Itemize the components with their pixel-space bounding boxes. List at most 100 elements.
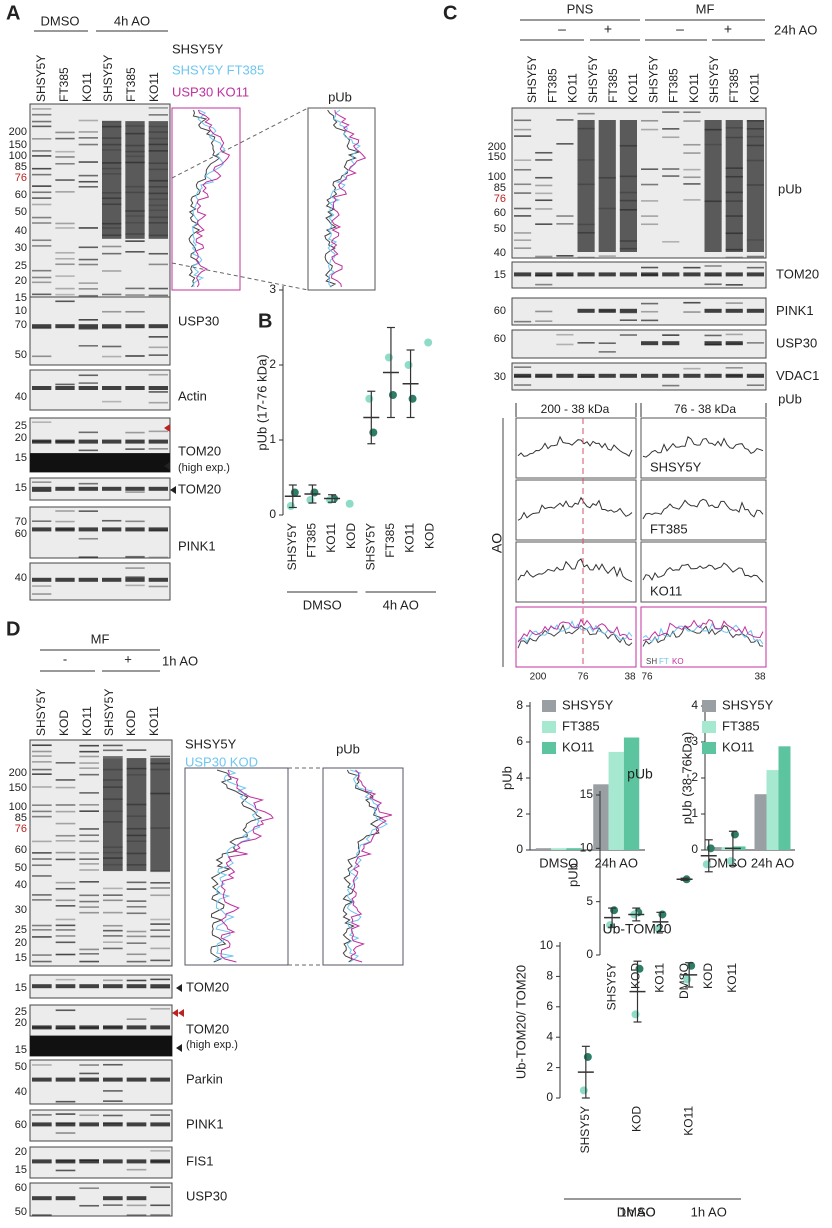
band [32,585,52,587]
band [55,131,75,134]
mw-marker: 50 [15,862,27,874]
data-point [369,428,378,437]
band [641,266,659,269]
band [78,486,98,491]
band [102,149,122,151]
band [32,804,52,806]
mw-marker: 25 [15,260,27,272]
band [662,175,680,177]
blot [511,261,767,289]
blot [29,1109,173,1142]
band [126,888,147,890]
band [683,367,701,370]
blot-label: VDAC1 [776,368,819,383]
blot-note: (high exp.) [186,1039,238,1051]
band [746,373,764,378]
label: PNS [567,1,594,16]
band [619,144,637,147]
band [662,373,680,378]
band [535,208,553,210]
lane-label: SHSY5Y [586,56,600,103]
band [55,156,75,158]
band [55,275,75,277]
band [103,1063,123,1066]
band [148,221,168,224]
band [55,263,75,266]
band [148,324,168,329]
band [103,984,123,989]
chart-title: Ub-TOM20 [603,921,672,937]
band [125,287,145,290]
label: MF [91,631,110,646]
band [79,1025,99,1030]
band [55,383,75,386]
band [535,151,553,154]
panel-label: A [6,2,20,24]
band [725,175,743,178]
band [148,125,168,128]
band [577,183,595,186]
blot-label: TOM20 [776,266,819,281]
band [79,1187,99,1190]
band [102,310,122,313]
band [55,899,76,902]
band [55,257,75,260]
band [725,308,743,313]
band [78,556,98,559]
band [662,111,680,113]
x-tick-label: SHSY5Y [363,523,377,570]
band [150,978,170,981]
band [55,222,75,225]
mw-marker: 30 [15,904,27,916]
band [148,209,168,212]
band [619,319,637,321]
data-point [583,1052,592,1061]
blot [511,297,767,326]
band [32,773,52,775]
mw-marker: 20 [15,1017,27,1029]
band [148,150,168,152]
x-tick-label: KOD [344,523,358,549]
band [150,923,170,925]
band [150,984,170,989]
mw-marker: 20 [15,432,27,444]
band [103,851,123,854]
band [79,894,99,897]
band [102,400,122,403]
band [55,486,75,491]
smear [725,120,743,252]
band [148,373,168,376]
band [78,386,98,390]
band [103,846,123,849]
label: KO11 [650,583,682,598]
band [79,869,99,871]
band [55,150,75,153]
profile-box [515,417,637,479]
band [55,924,76,927]
lane-label: FT385 [667,68,681,103]
mw-marker: 15 [15,1164,27,1176]
band [78,137,98,139]
band [55,324,75,329]
band [683,143,701,146]
band [55,137,75,140]
band [102,386,122,390]
band [683,272,701,277]
band [125,215,145,217]
band [102,527,122,532]
band [103,1114,123,1117]
band [32,137,52,140]
band [514,159,532,161]
group-label: DMSO [303,597,342,612]
band [535,320,553,322]
band [535,192,553,195]
band [55,191,75,193]
data-point [384,353,393,362]
data-point [610,906,619,915]
band [125,251,145,253]
mw-marker: 85 [15,812,27,824]
blot-label: PINK1 [178,538,216,553]
band [148,585,168,588]
blot-note: (high exp.) [178,462,230,474]
band [32,520,52,523]
